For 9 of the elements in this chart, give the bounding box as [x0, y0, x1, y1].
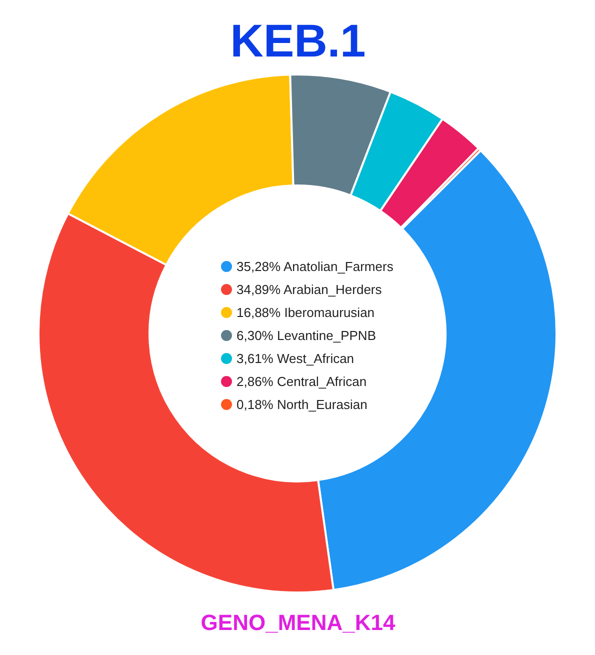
- legend-label: 3,61% West_African: [236, 351, 354, 366]
- legend-label: 6,30% Levantine_PPNB: [236, 328, 376, 343]
- legend-label: 35,28% Anatolian_Farmers: [236, 259, 394, 274]
- legend-label: 0,18% North_Eurasian: [236, 397, 368, 412]
- chart-title: KEB.1: [230, 14, 366, 66]
- legend-label: 16,88% Iberomaurusian: [236, 305, 375, 320]
- legend-label: 34,89% Arabian_Herders: [236, 282, 382, 297]
- legend-label: 2,86% Central_African: [236, 374, 367, 389]
- text: GENO_MENA_K14: [200, 610, 396, 635]
